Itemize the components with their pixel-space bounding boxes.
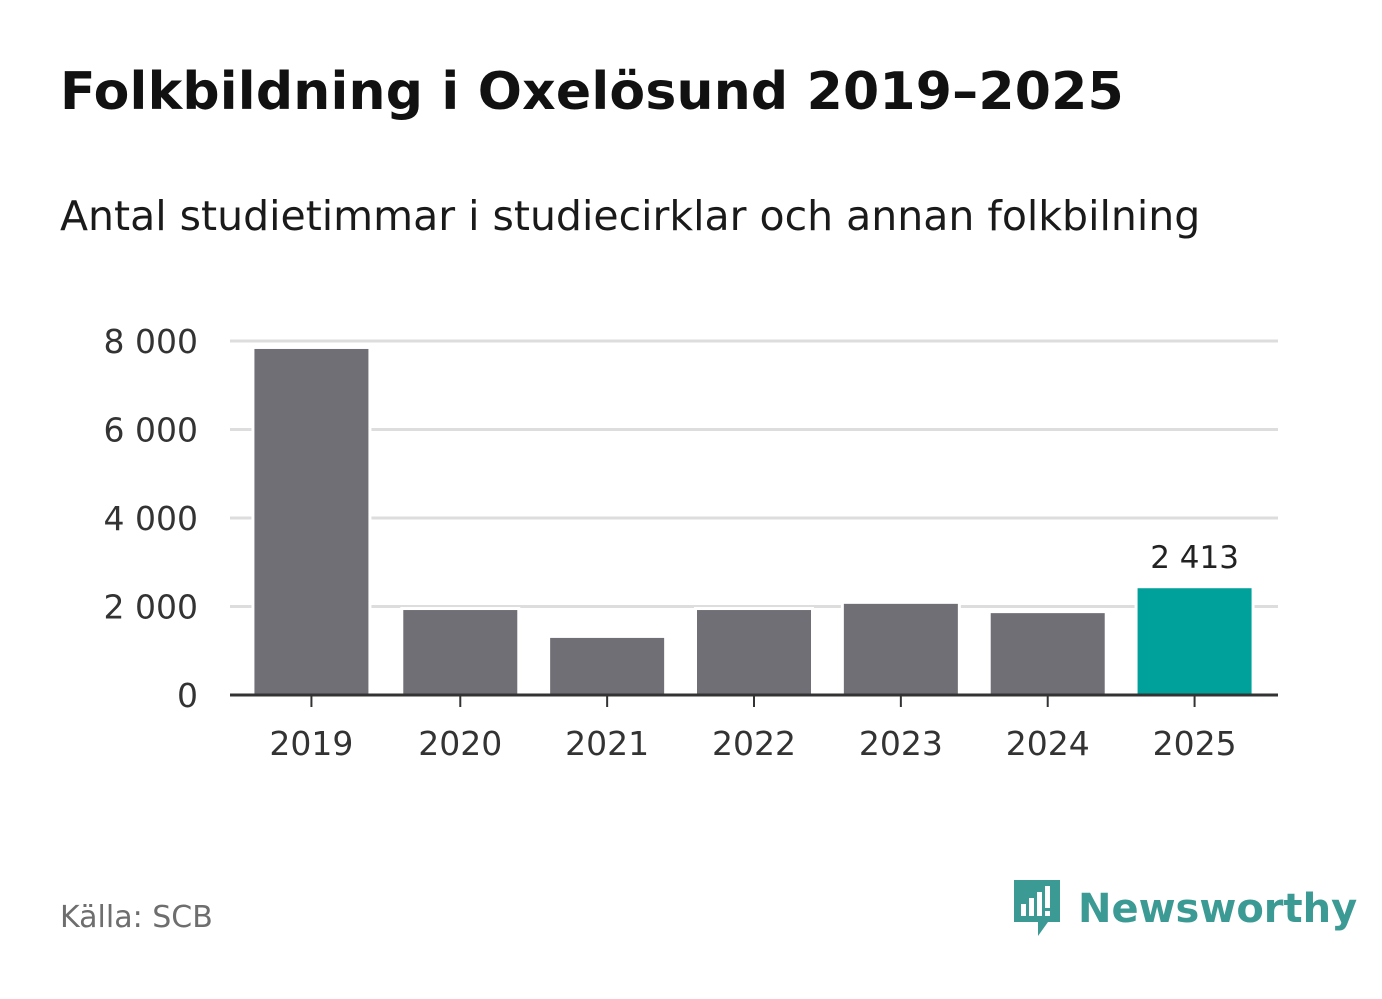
bar <box>843 603 958 695</box>
x-tick-label: 2025 <box>1153 724 1237 763</box>
x-tick-label: 2020 <box>418 724 502 763</box>
y-tick-label: 0 <box>177 676 198 715</box>
y-tick-label: 6 000 <box>104 411 198 450</box>
x-tick-label: 2022 <box>712 724 796 763</box>
bar <box>1137 588 1252 695</box>
y-tick-label: 2 000 <box>104 588 198 627</box>
brand-name: Newsworthy <box>1078 886 1358 932</box>
bar <box>254 348 369 695</box>
x-tick-label: 2023 <box>859 724 943 763</box>
bar <box>550 637 665 695</box>
newsworthy-logo-icon <box>1014 880 1060 936</box>
chart-subtitle: Antal studietimmar i studiecirklar och a… <box>60 192 1201 240</box>
source-label: Källa: SCB <box>60 900 213 935</box>
chart-title: Folkbildning i Oxelösund 2019–2025 <box>60 62 1124 122</box>
bar <box>697 610 811 695</box>
brand-logo: Newsworthy <box>1010 878 1357 940</box>
data-label: 2 413 <box>1150 540 1239 576</box>
x-tick-label: 2024 <box>1006 724 1090 763</box>
bar <box>990 613 1105 695</box>
x-tick-label: 2019 <box>269 724 353 763</box>
x-tick-label: 2021 <box>565 724 649 763</box>
y-tick-label: 4 000 <box>104 499 198 538</box>
y-tick-label: 8 000 <box>104 322 198 361</box>
bar <box>403 610 518 695</box>
